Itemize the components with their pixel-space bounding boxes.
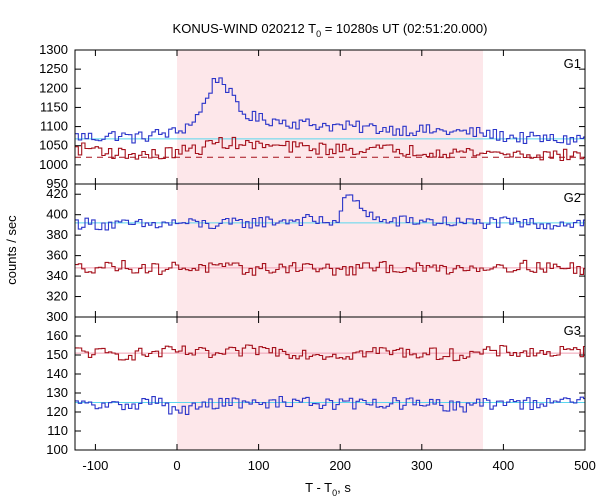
- chart-title: KONUS-WIND 020212 T0 = 10280s UT (02:51:…: [173, 21, 488, 39]
- x-tick-label: 0: [173, 458, 180, 473]
- series-step-line: [75, 77, 585, 145]
- panel-g2: 300 320 340 360 380 400 420 G2: [46, 183, 586, 324]
- chart-title-suffix: = 10280s UT (02:51:20.000): [321, 21, 487, 36]
- y-tick-label: 150: [46, 347, 68, 362]
- series-step-line: [75, 259, 585, 276]
- x-tick-label: 300: [411, 458, 433, 473]
- series-step-line: [75, 344, 585, 362]
- x-tick-label: 400: [493, 458, 515, 473]
- y-tick-label: 380: [46, 227, 68, 242]
- x-tick-label: 100: [248, 458, 270, 473]
- panel-label: G2: [564, 190, 581, 205]
- y-tick-label: 1000: [39, 157, 68, 172]
- x-axis-label-suffix: , s: [337, 480, 351, 495]
- shaded-interval: [177, 50, 483, 450]
- x-axis-label: T - T0, s: [305, 480, 351, 498]
- y-tick-label: 1300: [39, 42, 68, 57]
- y-tick-label: 360: [46, 248, 68, 263]
- panel-label: G3: [564, 323, 581, 338]
- y-tick-label: 340: [46, 268, 68, 283]
- y-tick-label: 130: [46, 385, 68, 400]
- chart-title-subscript: 0: [316, 29, 321, 39]
- y-tick-label: 160: [46, 328, 68, 343]
- x-tick-label: 500: [574, 458, 596, 473]
- x-axis-label-main: T - T: [305, 480, 332, 495]
- series-step-line: [75, 194, 585, 231]
- y-tick-label: 1100: [40, 119, 68, 134]
- series-step-line: [75, 395, 585, 415]
- panel-frame: [74, 316, 586, 451]
- panel-label: G1: [564, 56, 581, 71]
- y-tick-label: 100: [46, 442, 68, 457]
- y-tick-label: 120: [46, 404, 68, 419]
- y-axis-label: counts / sec: [4, 215, 19, 285]
- series-step-line: [75, 136, 585, 162]
- y-tick-label: 950: [46, 176, 68, 191]
- y-tick-label: 140: [46, 366, 68, 381]
- chart-title-main: KONUS-WIND 020212 T: [173, 21, 317, 36]
- y-tick-label: 300: [46, 309, 68, 324]
- panel-g1: 950 1000 1050 1100 1150 1200 1250 1300 G1: [39, 42, 586, 191]
- x-axis-label-subscript: 0: [332, 488, 337, 498]
- panels-group: 9501000105011001150120012501300G13003203…: [39, 42, 596, 473]
- y-tick-label: 400: [46, 207, 68, 222]
- y-tick-label: 420: [46, 186, 68, 201]
- y-tick-label: 1150: [40, 99, 68, 114]
- y-tick-label: 110: [47, 423, 68, 438]
- x-tick-label: -100: [82, 458, 108, 473]
- y-tick-label: 1250: [39, 61, 68, 76]
- y-tick-label: 320: [46, 289, 68, 304]
- y-tick-label: 1200: [39, 80, 68, 95]
- panel-g3: 100 110 120 130 140 150 160 G3: [46, 316, 586, 457]
- y-tick-label: 1050: [39, 138, 68, 153]
- x-tick-label: 200: [329, 458, 351, 473]
